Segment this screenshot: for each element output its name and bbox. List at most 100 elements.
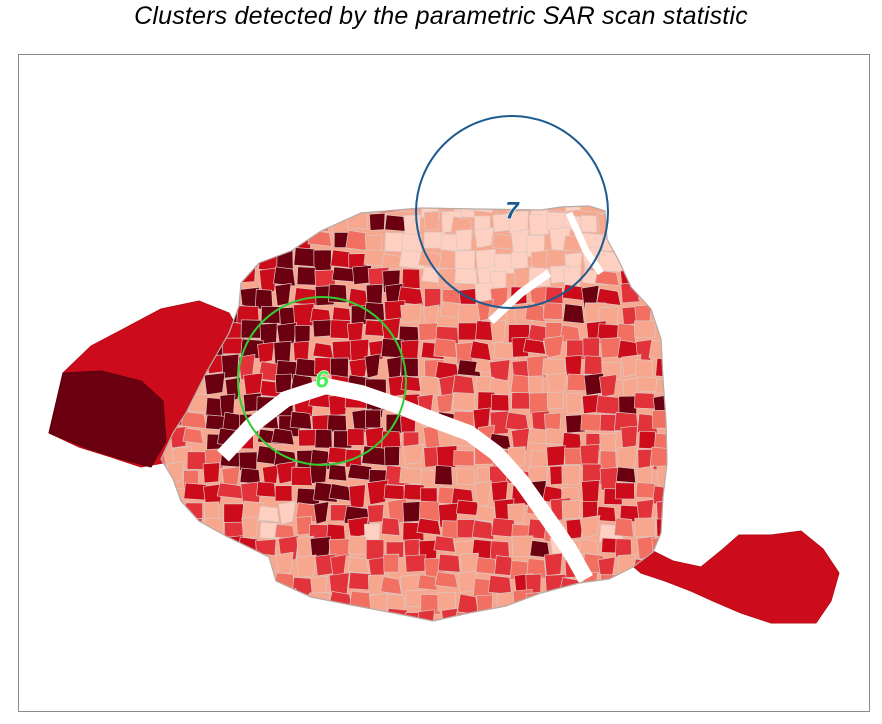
census-tract (205, 630, 226, 653)
census-tract (161, 536, 169, 564)
cluster-6-circle (237, 296, 407, 466)
census-tract (621, 228, 641, 254)
census-tract (422, 626, 440, 646)
census-tract (170, 283, 189, 303)
census-tract (243, 372, 264, 396)
census-tract (365, 539, 385, 560)
census-tract (198, 211, 221, 231)
census-tract (274, 215, 293, 243)
census-tract (436, 393, 454, 414)
map-title: Clusters detected by the parametric SAR … (134, 2, 748, 30)
census-tract (424, 288, 442, 308)
census-tract (238, 264, 256, 283)
census-tract (452, 392, 476, 412)
census-tract (294, 631, 313, 651)
census-tract (307, 230, 333, 247)
census-tract (204, 268, 222, 291)
census-tract (671, 540, 692, 561)
census-tract (615, 538, 633, 558)
census-tract (675, 353, 695, 379)
census-tract (419, 375, 440, 397)
census-tract (224, 613, 245, 621)
census-tract (582, 337, 600, 358)
census-tract (241, 516, 259, 539)
census-tract (154, 632, 170, 648)
census-tract (546, 391, 564, 410)
census-tract (161, 265, 169, 291)
census-tract (615, 466, 637, 484)
census-tract (600, 337, 621, 359)
census-tract (676, 212, 696, 235)
census-tract (546, 445, 566, 467)
census-tract (636, 376, 658, 393)
census-tract (633, 392, 656, 410)
census-tract (492, 213, 511, 233)
census-tract (311, 206, 333, 212)
census-tract (527, 626, 546, 642)
census-tract (633, 252, 655, 274)
census-tract (290, 595, 312, 617)
census-tract (545, 607, 566, 621)
census-tract (366, 629, 390, 648)
census-tract (653, 592, 667, 611)
census-tract (364, 353, 381, 379)
census-tract (512, 589, 533, 613)
census-tract (327, 464, 348, 482)
cluster-7-label: 7 (505, 197, 520, 224)
census-tract (167, 591, 188, 614)
census-tract (298, 429, 318, 447)
census-tract (655, 357, 667, 378)
census-tract (185, 502, 204, 521)
census-tract (563, 206, 583, 212)
census-tract (561, 464, 581, 485)
census-tract (161, 213, 174, 234)
census-tract (161, 231, 169, 255)
census-tract (223, 248, 243, 272)
census-tract (472, 610, 491, 621)
census-tract (383, 484, 406, 500)
census-tract (434, 465, 453, 486)
census-tract (674, 301, 690, 323)
census-tract (348, 484, 366, 510)
census-tract (437, 592, 457, 612)
census-tract (633, 231, 653, 250)
census-tract (674, 486, 691, 510)
census-tract (328, 483, 352, 502)
census-tract (166, 208, 185, 235)
census-tract (671, 502, 692, 522)
census-tract (366, 479, 389, 506)
census-tract (221, 573, 241, 598)
census-tract (452, 374, 476, 397)
census-tract (161, 591, 172, 613)
census-tract (168, 630, 189, 651)
census-tract (614, 482, 635, 500)
census-tract (597, 611, 616, 621)
census-tract (671, 398, 696, 416)
census-tract (182, 427, 204, 445)
census-tract (274, 572, 295, 589)
census-tract (167, 265, 188, 286)
census-tract (474, 480, 492, 508)
census-tract (237, 557, 259, 574)
census-tract (543, 335, 564, 359)
census-tract (599, 450, 617, 471)
census-tract (487, 574, 513, 595)
census-tract (672, 233, 689, 251)
census-tract (187, 555, 208, 581)
census-tract (182, 574, 205, 594)
census-tract (202, 248, 219, 272)
census-tract (208, 571, 224, 594)
census-tract (241, 248, 259, 269)
census-tract (671, 631, 692, 649)
census-tract (656, 518, 667, 537)
census-tract (223, 503, 244, 524)
census-tract (620, 588, 642, 610)
census-tract (202, 552, 222, 574)
census-tract (183, 252, 203, 269)
census-tract (402, 443, 424, 465)
census-tract (187, 206, 209, 215)
census-tract (460, 552, 479, 576)
census-tract (400, 375, 422, 392)
census-tract (381, 317, 401, 341)
